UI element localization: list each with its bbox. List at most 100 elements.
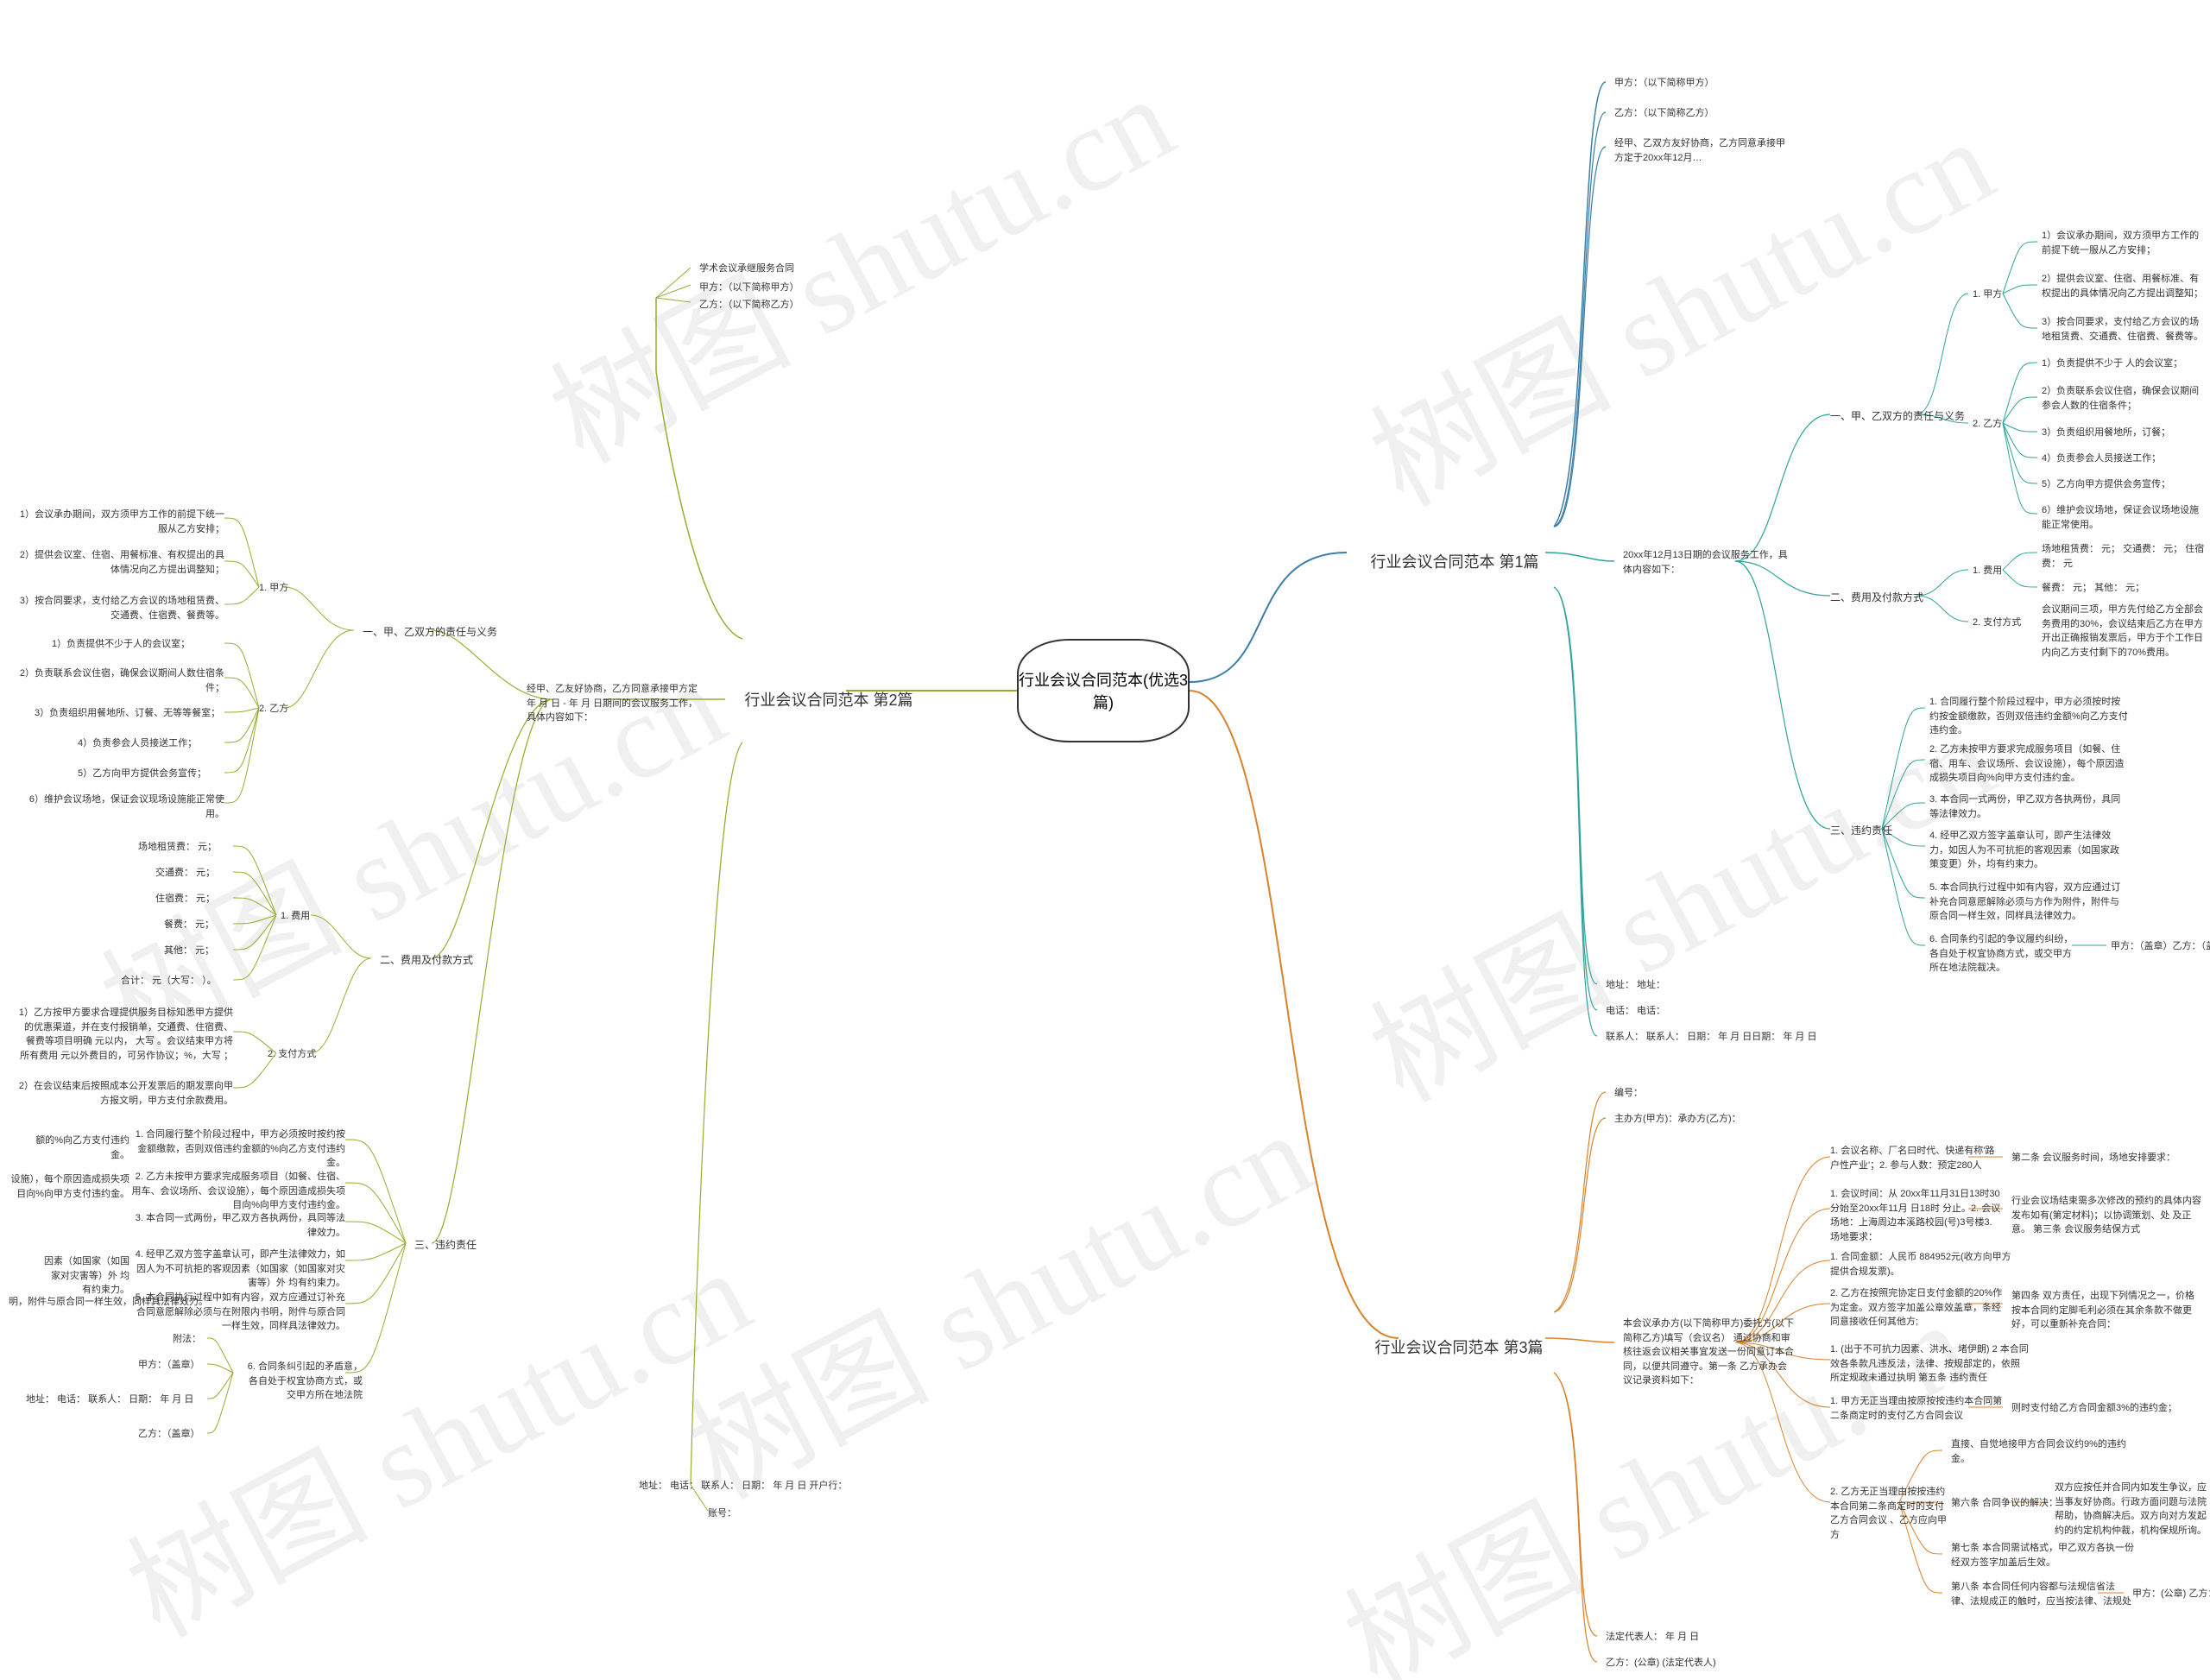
s1-y4: 5）乙方向甲方提供会务宣传； (2042, 477, 2170, 492)
s2-n1-y1: 2）负责联系会议住宿，确保会议期间人数住宿条件； (17, 666, 224, 695)
s2-intro: 经甲、乙友好协商，乙方同意承接甲方定 年 月 日 - 年 月 日期间的会议服务工… (527, 682, 699, 725)
s2-n1-j0: 1）会议承办期间，双方须甲方工作的前提下统一服从乙方安排； (17, 508, 224, 536)
s3-r7-3: 第八条 本合同任何内容都与法规信省法律、法规成正的触时，应当按法律、法规处 (1951, 1580, 2132, 1608)
s3-r7-end: 甲方：(公章) 乙方：(公章) (2132, 1587, 2210, 1601)
s3-no: 编号： (1614, 1086, 1643, 1101)
s1-y2: 3）负责组织用餐地所，订餐； (2042, 426, 2170, 440)
s1-v4: 5. 本合同执行过程中如有内容，双方应通过订补充合同意愿解除必须与方作为附件，附… (1929, 881, 2128, 924)
s2-v5: 6. 合同条纠引起的矛盾意，各自处于权宜协商方式，或交甲方所在地法院 (242, 1360, 363, 1403)
s2-head-b: 甲方：（以下简称甲方） (699, 281, 799, 295)
s3-r4b: 第四条 双方责任，出现下列情况之一，价格按本合同约定脚毛利必须在其余条款不做更好… (2011, 1289, 2201, 1332)
s3-intro: 本会议承办方(以下简称甲方)委托方(以下简称乙方)填写（会议名） 通过协商和审核… (1623, 1317, 1796, 1388)
s2-n1-y3: 4）负责参会人员接送工作； (78, 736, 197, 751)
s2-n2-fy: 1. 费用 (281, 909, 310, 924)
s2-n1-y4: 5）乙方向甲方提供会务宣传； (78, 767, 206, 781)
cloud-section2-title: 行业会议合同范本 第2篇 (718, 688, 938, 711)
root-node: 行业会议合同范本(优选3篇) (1017, 639, 1190, 742)
s3-r7-2: 第七条 本合同需试格式，甲乙双方各执一份经双方签字加盖后生效。 (1951, 1541, 2141, 1569)
s3-r1a: 1. 会议名称、厂名曰时代、快递有称'路户性产业'；2. 参与人数：预定280人 (1830, 1144, 2003, 1172)
s2-fy3: 餐费： 元； (164, 918, 214, 932)
s2-v2: 3. 本合同一式两份，甲乙双方各执两份，具同等法律效力。 (129, 1211, 345, 1240)
cloud-section2: 行业会议合同范本 第2篇 (717, 639, 941, 760)
s3-f-yi: 乙方：(公章) (法定代表人) (1606, 1656, 1716, 1671)
s2-n1-j1: 2）提供会议室、住宿、用餐标准、有权提出的具体情况向乙方提出调整知； (17, 548, 224, 577)
s1-v1: 2. 乙方未按甲方要求完成服务项目（如餐、住宿、用车、会议场所、会议设施），每个… (1929, 742, 2128, 786)
s1-n2-pay: 2. 支付方式 (1973, 616, 2021, 630)
s2-n1-yi: 2. 乙方 (259, 702, 288, 717)
s1-n2: 二、费用及付款方式 (1830, 590, 1923, 604)
s3-r7-0: 直接、自觉地接甲方合同会议约9%的违约金。 (1951, 1437, 2141, 1466)
s2-n1-y5: 6）维护会议场地，保证会议现场设施能正常使用。 (17, 793, 224, 821)
s1-v3: 4. 经甲乙双方签字盖章认可，即产生法律效力，如因人为不可抗拒的客观因素（如国家… (1929, 829, 2128, 872)
s2-v0-b: 额的%向乙方支付违约金。 (17, 1134, 129, 1162)
s1-fy1: 餐费： 元； 其他： 元； (2042, 581, 2144, 596)
s2-v1-b: 设施），每个原因造成损失项目向%向甲方支付违约金。 (9, 1172, 129, 1201)
s2-head-c: 乙方：（以下简称乙方） (699, 298, 799, 313)
s2-n2-title: 二、费用及付款方式 (380, 952, 473, 967)
s1-n1-yi: 2. 乙方 (1973, 417, 2002, 432)
s3-r7-1: 双方应按任并合同内如发生争议，应当事友好协商。行政方面问题与法院帮助，协商解决后… (2055, 1481, 2210, 1538)
s2-v3: 4. 经甲乙双方签字盖章认可，即产生法律效力，如因人为不可抗拒的客观因素（如国家… (129, 1247, 345, 1291)
cloud-section1: 行业会议合同范本 第1篇 (1342, 501, 1567, 622)
s3-r7-b6: 第六条 合同争议的解决： (1951, 1496, 2058, 1511)
s2-v1: 2. 乙方未按甲方要求完成服务项目（如餐、住宿、用车、会议场所、会议设施），每个… (129, 1170, 345, 1213)
s1-v5-sig: 甲方：（盖章）乙方：（盖章） (2111, 939, 2210, 954)
s2-v0: 1. 合同履行整个阶段过程中，甲方必须按时按约按金额缴款，否则双倍违约金额的%向… (129, 1127, 345, 1171)
s2-head-a: 学术会议承继服务合同 (699, 262, 794, 276)
s2-sig-yi: 乙方：（盖章） (138, 1427, 200, 1442)
s2-sig-addr: 地址： 电话： 联系人： 日期： 年 月 日 (26, 1393, 193, 1407)
s1-v0: 1. 合同履行整个阶段过程中，甲方必须按时按约按金额缴款，否则双倍违约金额%向乙… (1929, 695, 2128, 738)
s1-y0: 1）负责提供不少于 人的会议室； (2042, 357, 2182, 371)
s1-fy0: 场地租赁费： 元； 交通费： 元； 住宿费： 元 (2042, 542, 2206, 571)
s1-n2-fy: 1. 费用 (1973, 564, 2002, 578)
cloud-section3: 行业会议合同范本 第3篇 (1347, 1286, 1571, 1407)
s1-j2: 3）按合同要求，支付给乙方会议的场地租赁费、交通费、住宿费、餐费等。 (2042, 315, 2206, 344)
s3-r5a: 1. (出于不可抗力因素、洪水、堵伊朗) 2 本合同效各条款凡违反法，法律、按规… (1830, 1342, 2029, 1386)
s1-f-rep: 联系人： 联系人： 日期： 年 月 日日期： 年 月 日 (1606, 1030, 1816, 1045)
s2-n2-pay: 2. 支付方式 (268, 1047, 316, 1062)
s1-j0: 1）会议承办期间，双方须甲方工作的前提下统一服从乙方安排； (2042, 229, 2206, 257)
s2-n1-j2: 3）按合同要求，支付给乙方会议的场地租赁费、交通费、住宿费、餐费等。 (17, 594, 224, 622)
s1-j1: 2）提供会议室、住宿、用餐标准、有权提出的具体情况向乙方提出调整知； (2042, 272, 2206, 300)
s3-r1b: 第二条 会议服务时间，场地安排要求： (2011, 1151, 2175, 1165)
s1-f-addr: 地址： 地址： (1606, 978, 1665, 993)
s2-fy0: 场地租赁费： 元； (138, 840, 217, 855)
s1-n1: 一、甲、乙双方的责任与义务 (1830, 408, 1965, 423)
s2-fy1: 交通费： 元； (155, 866, 215, 881)
s1-f-tel: 电话： 电话： (1606, 1004, 1665, 1019)
s3-r2b: 行业会议场结束需多次修改的预约的具体内容发布如有(第定材料)；以协调策划、处 及… (2011, 1194, 2201, 1237)
s1-v2: 3. 本合同一式两份，甲乙双方各执两份，具同等法律效力。 (1929, 793, 2128, 821)
s2-n1-y0: 1）负责提供不少于人的会议室； (52, 637, 190, 652)
s3-r7a: 2. 乙方无正当理由按按违约本合同第二条商定时的支付乙方合同会议 、乙方应向甲方 (1830, 1485, 1951, 1542)
s2-sig-gz: 附法： (173, 1332, 201, 1347)
watermark: 树图 shutu.cn (517, 23, 1197, 496)
root-title: 行业会议合同范本(优选3篇) (1019, 668, 1188, 713)
s1-sub1: 20xx年12月13日期的会议服务工作，具体内容如下： (1623, 548, 1796, 577)
s2-foot2: 账号： (708, 1506, 736, 1521)
watermark: 树图 shutu.cn (1337, 662, 2017, 1134)
s2-n1-title: 一、甲、乙双方的责任与义务 (363, 624, 497, 639)
s1-jia: 甲方：（以下简称甲方） (1614, 76, 1714, 91)
s1-yi: 乙方：（以下简称乙方） (1614, 106, 1714, 121)
s1-n3: 三、违约责任 (1830, 823, 1892, 837)
cloud-section3-title: 行业会议合同范本 第3篇 (1348, 1336, 1569, 1358)
s3-r6a: 1. 甲方无正当理由按原按按违约本合同第二条商定时的支付乙方合同会议 (1830, 1394, 2003, 1423)
s2-fy4: 其他： 元； (164, 944, 214, 958)
s2-v4-b: 明，附件与原合同一样生效，同样具法律效力。 (9, 1295, 208, 1310)
s3-r3a: 1. 合同金额：人民币 884952元(收方向甲方提供合规发票)。 (1830, 1250, 2020, 1279)
s1-y5: 6）维护会议场地，保证会议场地设施能正常使用。 (2042, 503, 2206, 532)
s2-n1-jia: 1. 甲方 (259, 581, 288, 596)
s1-intro: 经甲、乙双方友好协商，乙方同意承接甲方定于20xx年12月… (1614, 136, 1787, 165)
s3-r2a: 1. 会议时间：从 20xx年11月31日13时30分始至20xx年11月 日1… (1830, 1187, 2003, 1244)
s2-n1-y2: 3）负责组织用餐地所、订餐、无等等餐室； (35, 706, 220, 721)
s3-r6b: 则时支付给乙方合同金额3%的违约金； (2011, 1401, 2177, 1416)
s3-r4a: 2. 乙方在按照完协定日支付金额的20%作为定金。双方签字加盖公章效盖章，条经同… (1830, 1286, 2003, 1329)
s3-org: 主办方(甲方)：承办方(乙方)： (1614, 1112, 1741, 1127)
s2-sig-jia: 甲方：（盖章） (138, 1358, 200, 1373)
s2-fy2: 住宿费： 元； (155, 892, 215, 906)
s3-f-rep: 法定代表人： 年 月 日 (1606, 1630, 1699, 1645)
s1-fy-extra: 会议期间三项，甲方先付给乙方全部会务费用的30%，会议结束后乙方在甲方开出正确报… (2042, 603, 2206, 660)
s1-n1-jia: 1. 甲方 (1973, 287, 2002, 302)
s1-v5: 6. 合同条约引起的争议履约纠纷，各自处于权宜协商方式，或交甲方所在地法院裁决。 (1929, 932, 2076, 976)
s2-pay0: 1）乙方按甲方要求合理提供服务目标知悉甲方提供的优惠渠道，并在支付报销单，交通费… (17, 1006, 233, 1063)
